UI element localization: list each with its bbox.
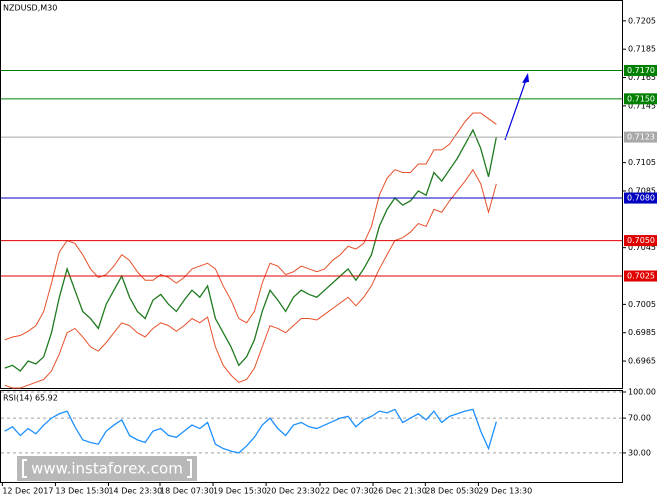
- series-line: [4, 112, 497, 341]
- x-tick-label: 20 Dec 23:30: [266, 487, 320, 496]
- watermark-brackets: [22, 459, 192, 478]
- level-label-box: [624, 235, 657, 247]
- series-line: [4, 408, 497, 454]
- y-tick-label: 30.00: [628, 448, 651, 457]
- y-tick-label: 0.7085: [628, 186, 656, 195]
- watermark: www.instaforex.com: [31, 460, 183, 478]
- y-tick-label: 0.7185: [628, 45, 656, 54]
- level-label-box: [624, 93, 657, 105]
- x-tick-label: 29 Dec 13:30: [478, 487, 532, 496]
- series-line: [4, 128, 497, 372]
- y-tick-label: 0.6985: [628, 328, 656, 337]
- level-label-box: [624, 192, 657, 204]
- x-tick-label: 13 Dec 15:30: [55, 487, 109, 496]
- arrow-head: [522, 73, 529, 83]
- level-label: 0.7025: [627, 272, 655, 281]
- level-label-box: [624, 131, 657, 143]
- y-tick-label: 0.6965: [628, 357, 656, 366]
- x-tick-label: 12 Dec 2017: [2, 487, 53, 496]
- y-tick-label: 0.7005: [628, 300, 656, 309]
- x-tick-label: 22 Dec 07:30: [320, 487, 374, 496]
- level-label: 0.7170: [627, 66, 655, 75]
- y-tick-label: 100.00: [628, 388, 656, 397]
- chart-title: NZDUSD,M30: [3, 4, 57, 13]
- watermark-box: [17, 456, 197, 481]
- level-label: 0.7080: [627, 194, 655, 203]
- level-label-box: [624, 270, 657, 282]
- x-tick-label: 28 Dec 05:30: [425, 487, 479, 496]
- x-tick-label: 19 Dec 15:30: [213, 487, 267, 496]
- level-label: 0.7050: [627, 236, 655, 245]
- y-tick-label: 0.7165: [628, 73, 656, 82]
- rsi-title: RSI(14) 65.92: [3, 394, 58, 403]
- price-panel-frame: [0, 0, 623, 389]
- arrow-shaft: [504, 79, 527, 141]
- level-label-box: [624, 64, 657, 76]
- series-line: [4, 168, 497, 389]
- y-tick-label: 0.7205: [628, 16, 656, 25]
- forecast-arrow: [504, 73, 529, 141]
- rsi-panel-frame: [0, 390, 623, 483]
- x-tick-label: 18 Dec 07:30: [160, 487, 214, 496]
- level-label: 0.7123: [627, 133, 655, 142]
- y-tick-label: 0.7145: [628, 101, 656, 110]
- y-tick-label: 70.00: [628, 414, 651, 423]
- level-label: 0.7150: [627, 94, 655, 103]
- y-tick-label: 0.7045: [628, 243, 656, 252]
- y-tick-label: 0.7105: [628, 158, 656, 167]
- x-tick-label: 26 Dec 21:30: [373, 487, 427, 496]
- x-tick-label: 14 Dec 23:30: [108, 487, 162, 496]
